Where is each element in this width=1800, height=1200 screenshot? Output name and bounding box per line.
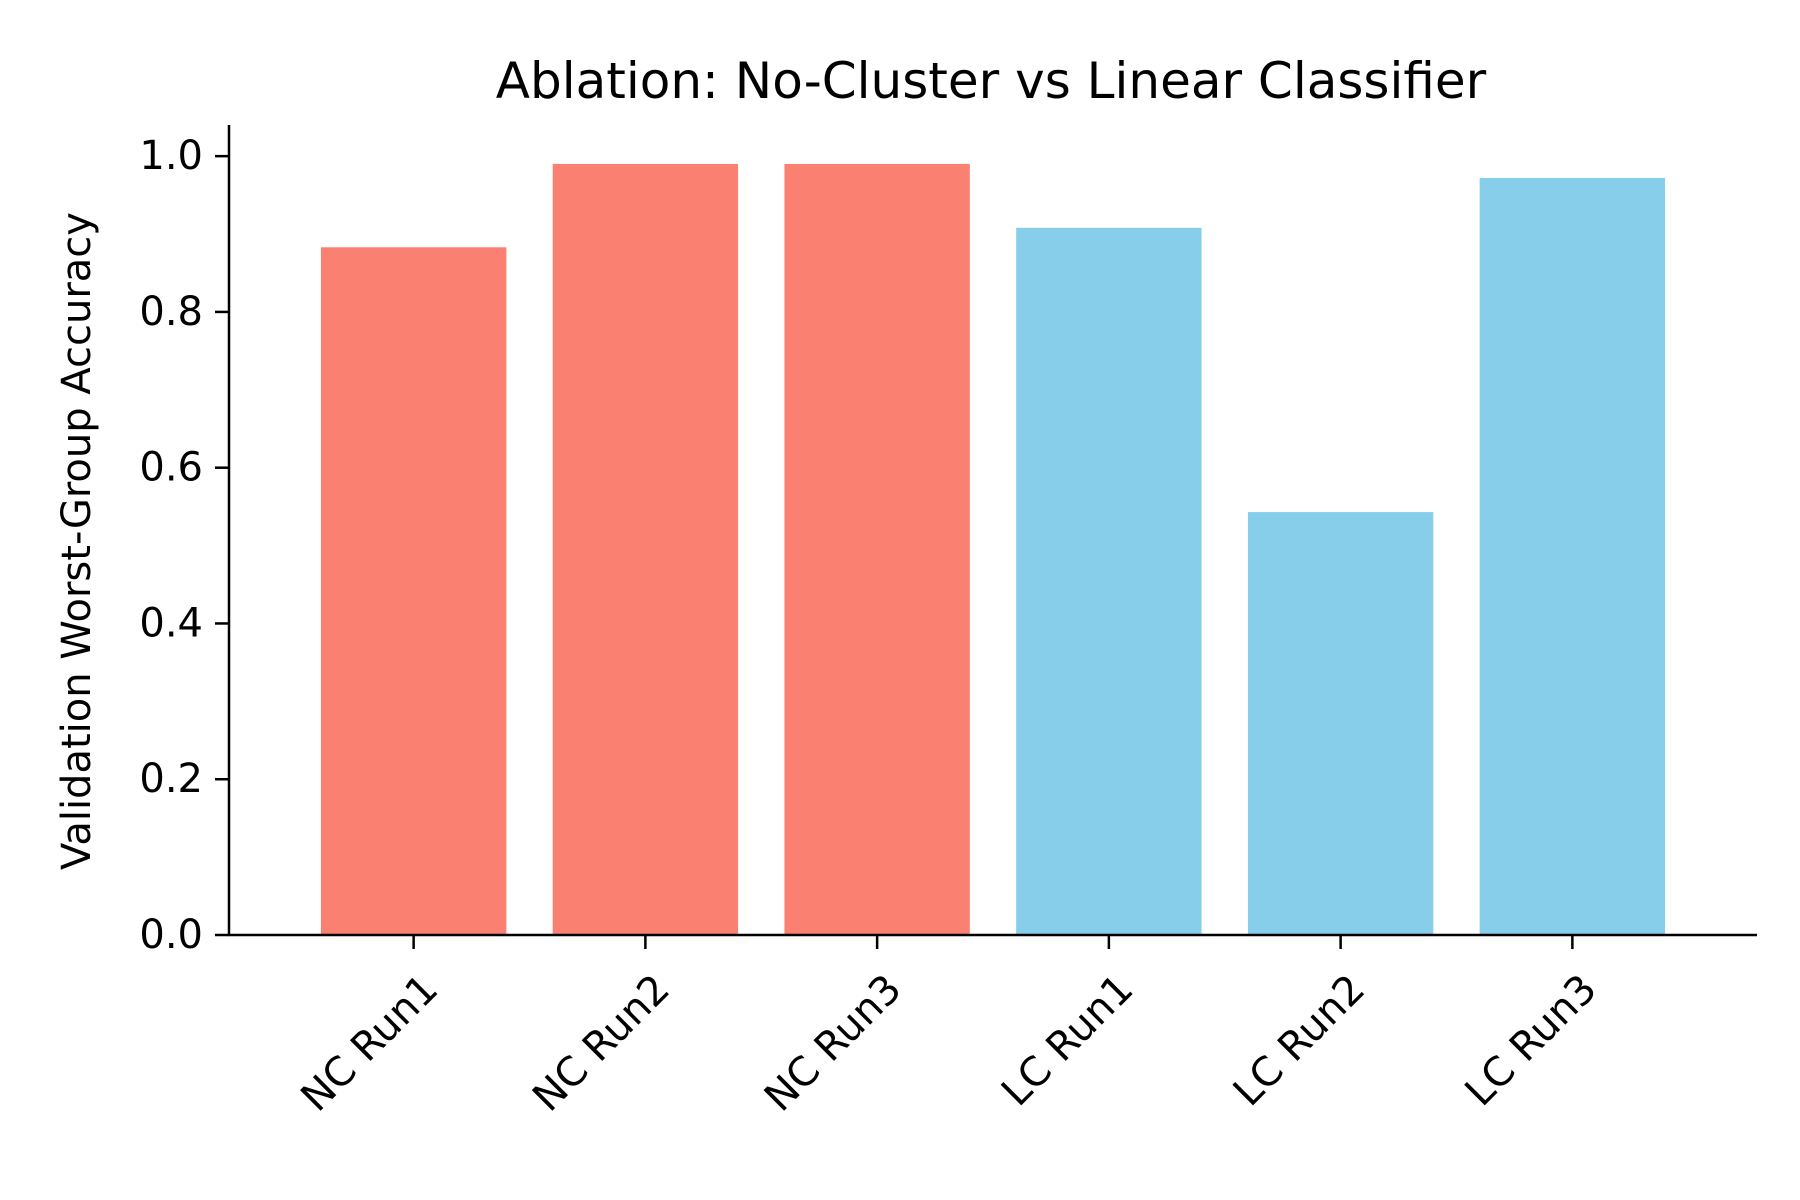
y-tick-label: 0.2 bbox=[139, 756, 203, 802]
x-axis-ticks: NC Run1 NC Run2 NC Run3 LC Run1 LC Run2 LC Ru… bbox=[292, 935, 1606, 1121]
y-tick-label: 1.0 bbox=[139, 133, 203, 179]
y-tick-label: 0.0 bbox=[139, 912, 203, 958]
y-tick-label: 0.4 bbox=[139, 600, 203, 646]
x-tick-label: LC Run1 bbox=[993, 966, 1142, 1115]
bars-group bbox=[320, 163, 1666, 936]
bar-nc-run2 bbox=[552, 163, 739, 935]
y-tick-label: 0.6 bbox=[139, 445, 203, 491]
bar-nc-run3 bbox=[784, 163, 970, 935]
x-tick-label: LC Run3 bbox=[1457, 966, 1606, 1115]
bar-nc-run1 bbox=[320, 247, 507, 936]
x-tick-label: NC Run3 bbox=[756, 966, 911, 1121]
x-tick-label: NC Run1 bbox=[292, 966, 447, 1121]
y-axis-ticks: 0.0 0.2 0.4 0.6 0.8 1.0 bbox=[139, 133, 229, 958]
x-tick-label: LC Run2 bbox=[1225, 966, 1374, 1115]
y-tick-label: 0.8 bbox=[139, 289, 203, 335]
bar-lc-run3 bbox=[1479, 177, 1666, 935]
bar-lc-run1 bbox=[1016, 227, 1202, 936]
chart-title: Ablation: No-Cluster vs Linear Classifie… bbox=[496, 52, 1487, 110]
x-tick-label: NC Run2 bbox=[524, 966, 679, 1121]
bar-lc-run2 bbox=[1247, 512, 1434, 935]
y-axis-label: Validation Worst-Group Accuracy bbox=[54, 212, 100, 870]
